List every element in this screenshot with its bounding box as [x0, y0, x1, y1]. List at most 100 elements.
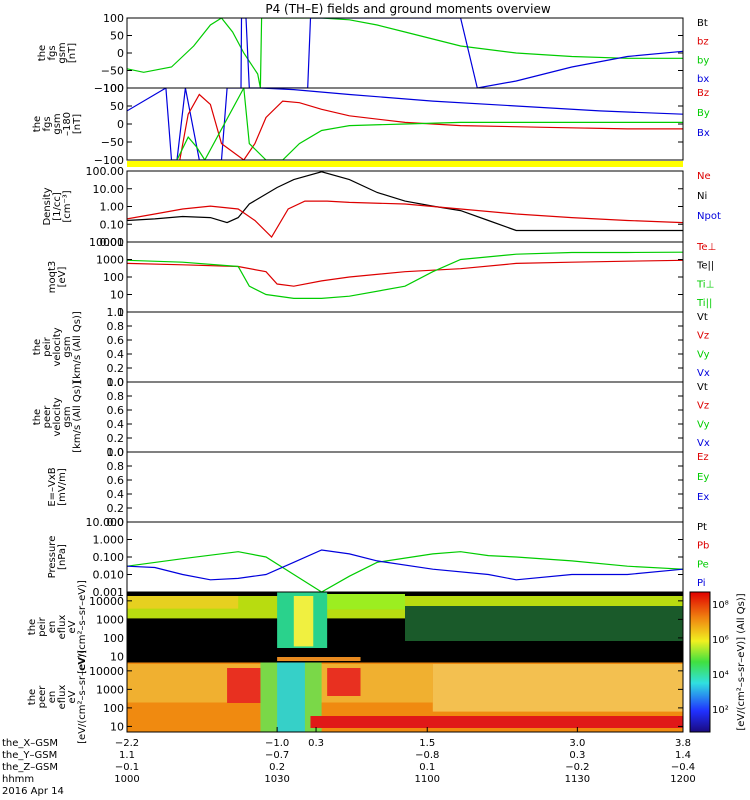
y-ticks-6: 1.00.80.60.40.20.0	[107, 446, 683, 529]
spectrogram-band	[277, 662, 305, 732]
y-axis-label: gsm	[62, 336, 73, 357]
footer-value: 1000	[114, 774, 139, 785]
y-axis-label: [mV/m]	[57, 468, 68, 506]
y-tick-label: −50	[101, 65, 124, 78]
footer-value: 1.4	[675, 750, 691, 761]
y-tick-label: 10000	[89, 595, 124, 608]
legend-Vt: Vt	[697, 312, 708, 323]
footer-value: −0.8	[415, 750, 439, 761]
y-tick-label: 0.4	[107, 348, 125, 361]
y-tick-label: 10.000	[86, 516, 125, 529]
footer-value: 0.3	[569, 750, 585, 761]
footer-value: −0.1	[115, 762, 139, 773]
y-tick-label: 0	[117, 118, 124, 131]
panel-9: 10000 1000 100 10 the peer en eflux eV [eV/(cm²–s…	[27, 650, 684, 744]
panel-0: 100 50 0 −50 −100 the fgs gsm [nT] Bt bz by bx	[37, 12, 709, 95]
spectrogram-band	[310, 716, 683, 728]
panel-8: 10000 1000 100 10 the peir en eflux eV [eV/(cm²–s…	[27, 580, 684, 674]
y-tick-label: 0.10	[100, 218, 125, 231]
y-ticks-9: 10000 1000 100 10	[89, 665, 683, 733]
y-axis-label: [cm⁻³]	[62, 190, 73, 222]
spectrogram-band	[327, 668, 361, 696]
series-by	[127, 18, 683, 88]
y-tick-label: 0.0	[107, 446, 125, 459]
y-axis-label: gsm	[52, 113, 63, 134]
y-axis-label: [eV/(cm²–s–sr–eV)]	[77, 650, 88, 744]
y-tick-label: 100.00	[86, 165, 125, 178]
y-tick-label: 1000	[96, 254, 124, 267]
legend-Ey: Ey	[697, 472, 709, 483]
y-ticks-4: 1.00.80.60.40.20.0	[107, 306, 683, 389]
y-tick-label: 10	[110, 720, 124, 733]
series-group-7	[127, 549, 683, 592]
legend-bz: bz	[697, 37, 709, 48]
plot-title: P4 (TH–E) fields and ground moments over…	[265, 2, 550, 16]
footer-row-name: the_Y–GSM	[2, 750, 57, 761]
y-tick-label: 0.6	[107, 474, 125, 487]
y-axis-label: gsm	[62, 406, 73, 427]
y-tick-label: 0.2	[107, 502, 125, 515]
legend-Ex: Ex	[697, 492, 709, 503]
y-axis-label: [1/cc]	[52, 192, 63, 221]
y-axis-label: fgs	[42, 116, 53, 131]
series-group-3	[127, 251, 683, 299]
panel-frame-4	[126, 311, 684, 383]
y-tick-label: 0	[117, 47, 124, 60]
footer-value: 0.1	[419, 762, 435, 773]
y-tick-label: 10000	[89, 236, 124, 249]
series-group-1	[127, 88, 683, 160]
y-tick-label: 1000	[96, 683, 124, 696]
y-axis-label: velocity	[52, 327, 63, 366]
y-axis-label: peer	[37, 685, 48, 709]
y-ticks-7: 10.000 1.000 0.100 0.010 0.001	[86, 516, 683, 599]
legend-Bz: Bz	[697, 88, 709, 99]
series-Ne	[127, 200, 683, 238]
series-Pe	[127, 551, 683, 592]
series-Pi	[127, 549, 683, 581]
spectrogram-band	[227, 668, 261, 703]
legend-Pb: Pb	[697, 541, 709, 552]
y-tick-label: 0.0	[107, 516, 125, 529]
footer-value: 1100	[415, 774, 440, 785]
y-tick-label: −100	[94, 154, 124, 167]
y-axis-label: peer	[42, 405, 53, 429]
y-axis-label: –180	[62, 112, 73, 136]
footer-value: −0.7	[265, 750, 289, 761]
footer-value: −0.4	[671, 762, 695, 773]
legend-Ti||: Ti||	[696, 298, 712, 309]
footer-date: 2016 Apr 14	[2, 786, 64, 797]
legend-Pi: Pi	[697, 578, 706, 589]
panel-7: 10.000 1.000 0.100 0.010 0.001 Pressure [nPa] P…	[47, 516, 709, 599]
y-tick-label: 0.2	[107, 432, 125, 445]
y-axis-label: moqt3	[47, 261, 58, 294]
legend-Vx: Vx	[697, 438, 710, 449]
y-tick-label: 1.0	[107, 446, 125, 459]
y-axis-label: fgs	[47, 45, 58, 60]
series-Te⊥	[127, 259, 683, 287]
footer-row-name: the_Z–GSM	[2, 762, 58, 773]
series-group-0	[127, 18, 683, 88]
panel-frame-9	[126, 661, 684, 733]
y-axis-label: [km/s (All Qs)]	[72, 311, 83, 383]
legend-Bx: Bx	[697, 128, 710, 139]
y-tick-label: 1.0	[107, 376, 125, 389]
footer-row-name: hhmm	[2, 774, 34, 785]
y-axis-label: eV	[67, 620, 78, 633]
y-tick-label: 0.4	[107, 418, 125, 431]
spectrogram-band	[277, 657, 361, 661]
legend-Bt: Bt	[697, 18, 708, 29]
footer-row-name: the_X–GSM	[2, 738, 58, 749]
y-tick-label: 1	[117, 306, 124, 319]
legend-Vx: Vx	[697, 368, 710, 379]
legend-Ne: Ne	[697, 171, 711, 182]
y-axis-label: velocity	[52, 397, 63, 436]
y-axis-label: [km/s (All Qs)]	[72, 381, 83, 453]
spectrogram-band	[127, 596, 239, 609]
y-tick-label: 0.0	[107, 376, 125, 389]
y-axis-label: [nPa]	[57, 544, 68, 570]
legend-Npot: Npot	[697, 211, 721, 222]
y-tick-label: 0.8	[107, 320, 125, 333]
